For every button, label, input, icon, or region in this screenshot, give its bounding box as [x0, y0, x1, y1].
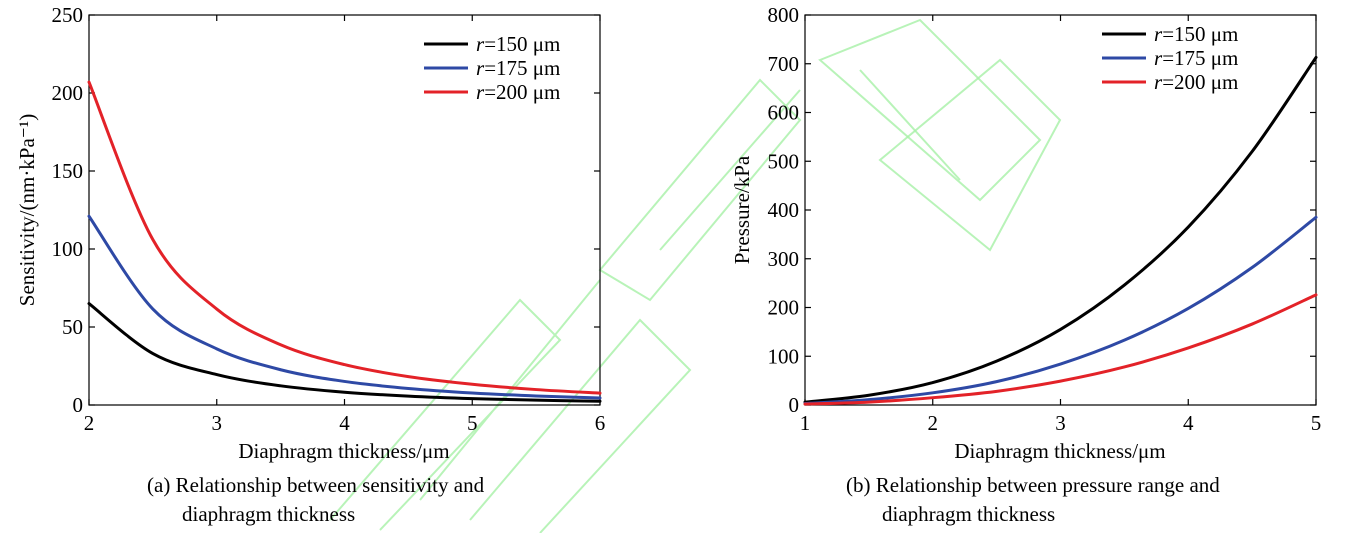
legend-label-var: r	[476, 80, 485, 104]
x-axis-label: Diaphragm thickness/μm	[238, 439, 449, 463]
caption-line-2: diaphragm thickness	[882, 502, 1055, 526]
axis-ticks: 1 2 3 4 5 0 100 200 300 400 500 600 700 800	[768, 3, 1322, 435]
legend: r=150 μmr=175 μmr=200 μm	[1102, 22, 1238, 94]
x-axis-label: Diaphragm thickness/μm	[954, 439, 1165, 463]
series-line-175	[87, 214, 602, 400]
x-tick-label: 3	[212, 411, 223, 435]
legend-label: r=175 μm	[476, 56, 560, 80]
y-tick-label: 100	[768, 344, 800, 368]
legend-label-value: =200 μm	[1162, 70, 1238, 94]
watermark	[329, 18, 1062, 533]
caption-line-2: diaphragm thickness	[182, 502, 355, 526]
y-tick-label: 200	[52, 81, 84, 105]
legend-label-var: r	[1154, 22, 1163, 46]
legend-label: r=200 μm	[1154, 70, 1238, 94]
legend-label-var: r	[476, 32, 485, 56]
x-tick-label: 3	[1055, 411, 1066, 435]
series-lines	[87, 80, 602, 403]
legend-label: r=175 μm	[1154, 46, 1238, 70]
y-tick-label: 800	[768, 3, 800, 27]
y-axis-label: Pressure/kPa	[730, 155, 754, 264]
y-tick-label: 600	[768, 101, 800, 125]
y-tick-label: 0	[789, 393, 800, 417]
y-tick-label: 200	[768, 296, 800, 320]
axis-ticks: 2 3 4 5 6 0 50 100 150 200 250	[52, 3, 606, 435]
plot-area-frame	[804, 14, 1317, 406]
caption-line-1: (a) Relationship between sensitivity and	[147, 473, 485, 497]
y-axis-label: Sensitivity/(nm·kPa⁻¹)	[15, 114, 39, 306]
series-lines	[803, 55, 1318, 406]
series-line-200	[87, 80, 602, 395]
legend-label-value: =150 μm	[1162, 22, 1238, 46]
legend-label-var: r	[476, 56, 485, 80]
y-tick-label: 300	[768, 247, 800, 271]
legend-label: r=150 μm	[476, 32, 560, 56]
x-tick-label: 2	[84, 411, 95, 435]
legend-label-var: r	[1154, 46, 1163, 70]
x-tick-label: 2	[928, 411, 939, 435]
series-line-175	[803, 215, 1318, 406]
y-tick-label: 100	[52, 237, 84, 261]
x-tick-label: 5	[467, 411, 478, 435]
x-tick-label: 1	[800, 411, 811, 435]
y-tick-label: 50	[62, 315, 83, 339]
legend-label-value: =175 μm	[484, 56, 560, 80]
x-tick-label: 6	[595, 411, 606, 435]
legend-label-value: =200 μm	[484, 80, 560, 104]
series-line-150	[803, 55, 1318, 404]
y-tick-label: 0	[73, 393, 84, 417]
x-tick-label: 4	[1183, 411, 1194, 435]
legend-label-value: =150 μm	[484, 32, 560, 56]
series-line-150	[87, 302, 602, 403]
y-tick-label: 400	[768, 198, 800, 222]
x-tick-label: 4	[339, 411, 350, 435]
series-line-200	[803, 293, 1318, 406]
x-tick-label: 5	[1311, 411, 1322, 435]
y-tick-label: 500	[768, 149, 800, 173]
y-tick-label: 150	[52, 159, 84, 183]
legend-label: r=200 μm	[476, 80, 560, 104]
legend-label: r=150 μm	[1154, 22, 1238, 46]
y-tick-label: 700	[768, 52, 800, 76]
legend-label-var: r	[1154, 70, 1163, 94]
caption-line-1: (b) Relationship between pressure range …	[846, 473, 1220, 497]
legend-label-value: =175 μm	[1162, 46, 1238, 70]
legend: r=150 μmr=175 μmr=200 μm	[424, 32, 560, 104]
y-tick-label: 250	[52, 3, 84, 27]
